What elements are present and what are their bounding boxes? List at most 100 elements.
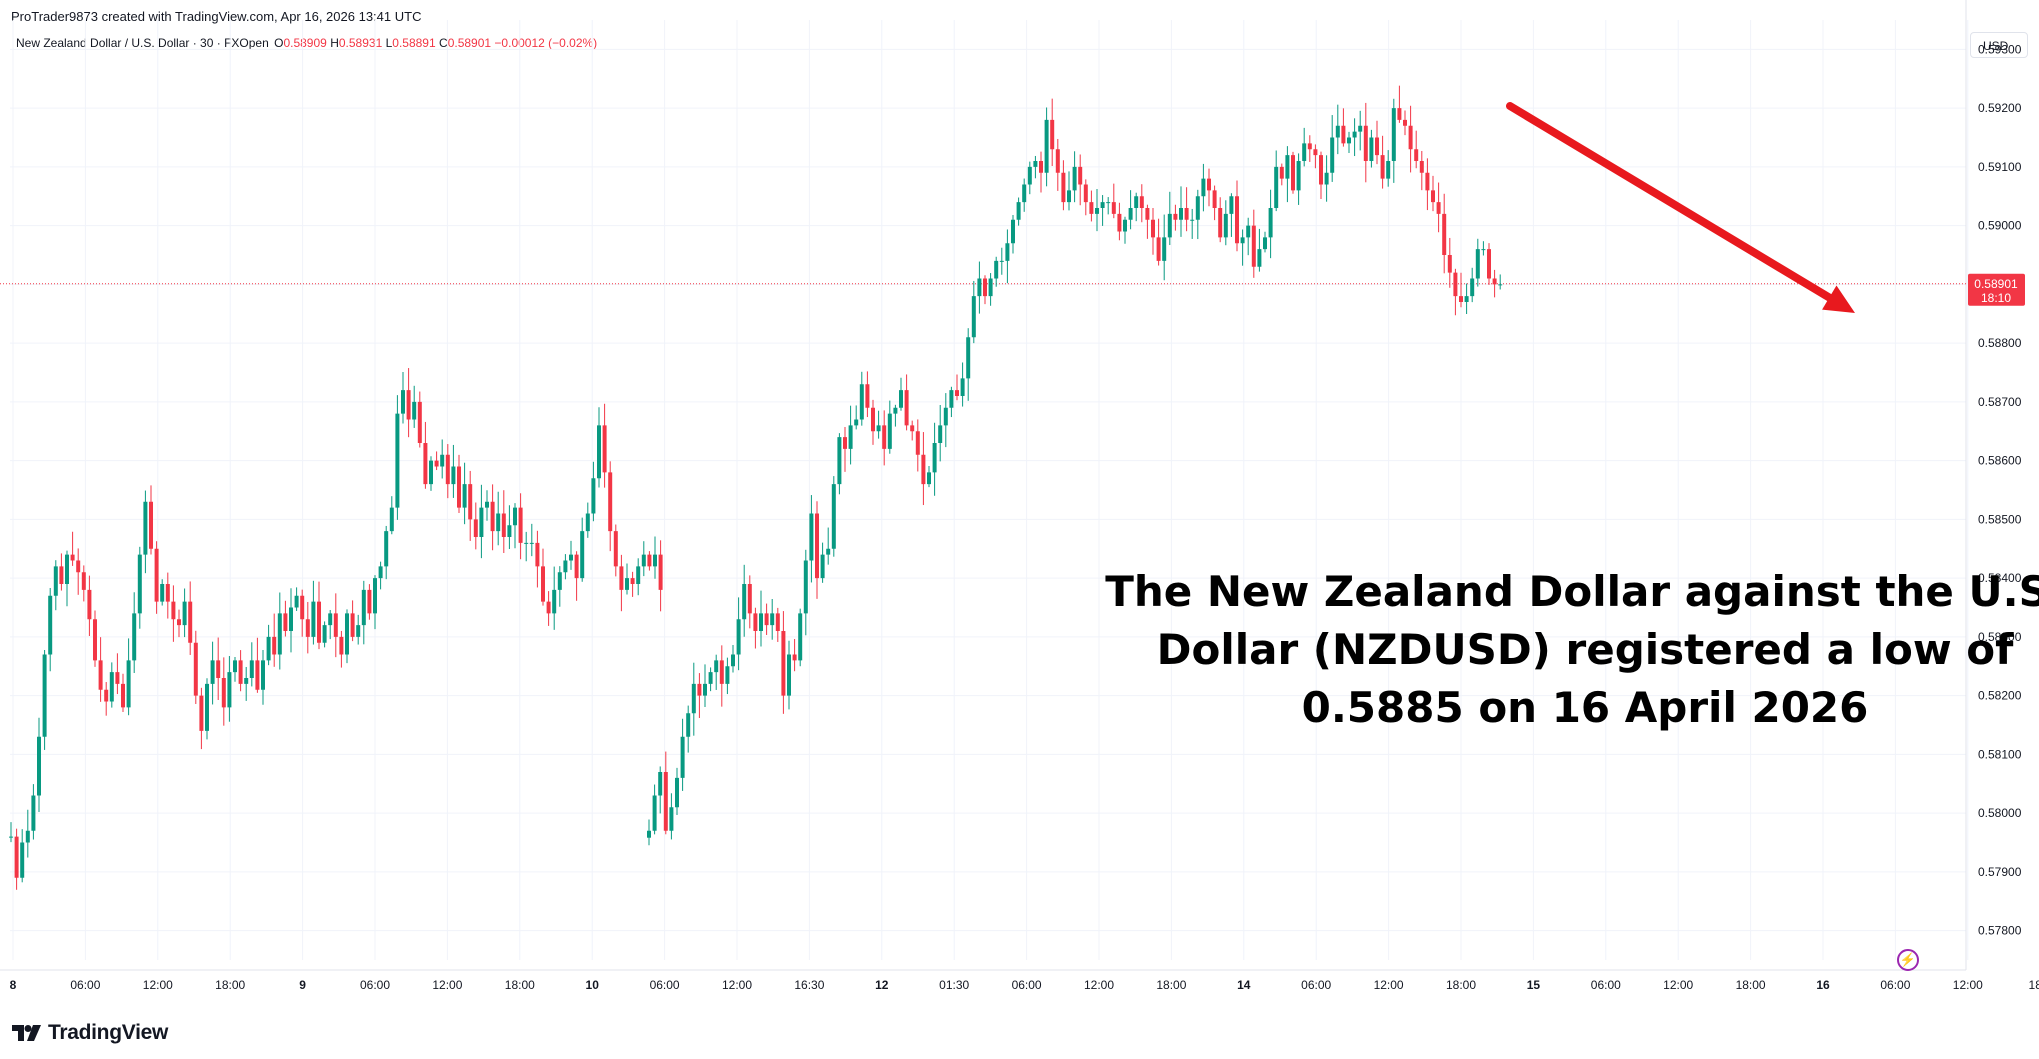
time-tick-label: 18:00 (505, 978, 535, 992)
candle-body (1341, 125, 1346, 144)
candle-body (1016, 202, 1021, 220)
candle-body (154, 548, 159, 602)
candle (1347, 131, 1351, 154)
candle (1408, 105, 1413, 173)
candle-body (714, 660, 719, 673)
candle-body (457, 466, 461, 508)
high-label: H (330, 36, 339, 50)
candle-body (619, 566, 624, 590)
candle-body (93, 619, 97, 661)
candle-body (339, 636, 344, 655)
candle-body (277, 613, 282, 655)
candle (1257, 228, 1262, 272)
candle (1123, 216, 1127, 244)
candle (216, 637, 221, 700)
candle (792, 639, 797, 672)
candle (1274, 150, 1279, 212)
candle-body (927, 472, 931, 485)
time-tick-label: 06:00 (650, 978, 680, 992)
candle-body (361, 589, 366, 626)
candle (658, 766, 663, 814)
candle-body (289, 607, 293, 631)
price-tick-label: 0.58100 (1978, 747, 2022, 761)
candle (1319, 151, 1323, 200)
candle (675, 767, 679, 815)
candle (1492, 269, 1497, 298)
candle-body (395, 413, 400, 508)
candle (255, 637, 260, 693)
candle (848, 405, 853, 465)
tradingview-logo-icon (12, 1025, 41, 1041)
candle-body (1151, 219, 1155, 238)
candle-body (1397, 108, 1402, 120)
price-tick-label: 0.59100 (1978, 160, 2022, 174)
candle-body (647, 554, 652, 567)
candle-body (406, 390, 411, 420)
time-tick-label: 06:00 (1301, 978, 1331, 992)
candle (479, 484, 484, 559)
candlestick-chart[interactable]: 0.593000.592000.591000.590000.589000.588… (0, 0, 2039, 1000)
candle (1162, 214, 1167, 281)
candle-body (423, 443, 428, 485)
candle-body (378, 566, 383, 579)
price-tick-label: 0.58000 (1978, 806, 2022, 820)
candle (955, 374, 959, 401)
annotation-line-3: 0.5885 on 16 April 2026 (1301, 683, 1869, 732)
candle-body (1403, 119, 1407, 126)
candle-body (1319, 155, 1323, 185)
candle (524, 531, 529, 562)
candle (887, 400, 892, 454)
candle (305, 601, 310, 654)
candle-body (1459, 296, 1463, 302)
candle-body (1257, 249, 1262, 267)
annotation-line-1: The New Zealand Dollar against the U.S. (1105, 567, 2039, 616)
candle (322, 621, 327, 648)
low-value: 0.58891 (392, 36, 436, 50)
candle-body (1095, 208, 1099, 214)
candle (339, 630, 344, 668)
candle-body (988, 278, 993, 297)
candle (1039, 151, 1043, 193)
candle-body (311, 601, 316, 637)
tradingview-logo[interactable]: TradingView (12, 1021, 168, 1045)
price-tick-label: 0.58600 (1978, 454, 2022, 468)
time-tick-label: 06:00 (70, 978, 100, 992)
candle-body (703, 683, 707, 696)
candle-body (1324, 172, 1329, 185)
candle (1386, 150, 1391, 187)
candle (1414, 130, 1419, 169)
candle-body (552, 589, 557, 614)
candle (1016, 197, 1021, 226)
candle-body (524, 542, 529, 544)
candle (417, 391, 422, 448)
candle-body (966, 337, 971, 379)
candle (457, 454, 461, 514)
candle (742, 564, 747, 637)
candle (697, 673, 702, 719)
currency-button[interactable]: USD (1970, 32, 2028, 58)
candle (1179, 186, 1183, 237)
candle-body (221, 678, 226, 708)
candle (1397, 85, 1402, 123)
candle-body (1475, 249, 1480, 279)
candle-body (434, 460, 439, 467)
candle (249, 642, 254, 687)
candle (764, 603, 769, 635)
candle-body (160, 584, 165, 602)
candle (1128, 190, 1133, 230)
candle (636, 558, 641, 596)
candle-body (109, 672, 114, 702)
candle-body (1100, 202, 1105, 208)
candle-body (48, 595, 53, 655)
candle (238, 650, 243, 692)
candle (81, 565, 86, 602)
time-tick-label: 9 (299, 978, 306, 992)
candle-body (1072, 166, 1077, 191)
candle-body (1156, 237, 1161, 261)
candle (876, 410, 881, 439)
candle-body (770, 613, 775, 626)
candle-body (473, 519, 478, 537)
candle (1044, 107, 1049, 187)
candle-body (921, 454, 926, 485)
lightning-bolt-icon[interactable]: ⚡ (1897, 949, 1919, 971)
